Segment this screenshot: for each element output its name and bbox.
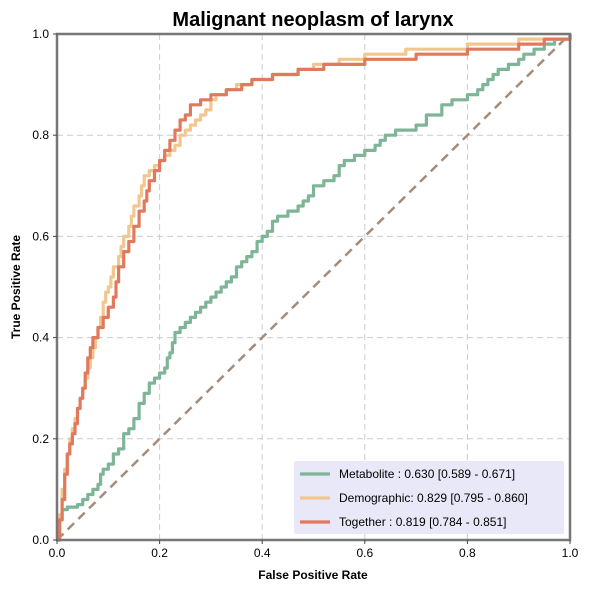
x-tick-label: 0.2 bbox=[151, 546, 168, 560]
y-tick-label: 0.2 bbox=[32, 432, 49, 446]
x-axis-ticks: 0.0 0.2 0.4 0.6 0.8 1.0 bbox=[49, 540, 579, 560]
legend-label-demographic: Demographic: 0.829 [0.795 - 0.860] bbox=[339, 491, 528, 505]
y-tick-label: 1.0 bbox=[32, 27, 49, 41]
legend: Metabolite : 0.630 [0.589 - 0.671] Demogr… bbox=[294, 461, 564, 534]
y-axis-label: True Positive Rate bbox=[9, 235, 23, 339]
series-line-metabolite bbox=[57, 34, 572, 542]
y-tick-label: 0.8 bbox=[32, 128, 49, 142]
x-tick-label: 1.0 bbox=[562, 546, 579, 560]
plot-frame bbox=[55, 32, 572, 542]
legend-label-together: Together : 0.819 [0.784 - 0.851] bbox=[339, 515, 506, 529]
x-tick-label: 0.0 bbox=[49, 546, 66, 560]
x-axis-label: False Positive Rate bbox=[258, 568, 368, 582]
reference-line-group bbox=[56, 33, 571, 541]
x-tick-label: 0.6 bbox=[356, 546, 373, 560]
legend-background bbox=[294, 461, 564, 534]
series-lines bbox=[57, 34, 572, 542]
legend-label-metabolite: Metabolite : 0.630 [0.589 - 0.671] bbox=[339, 467, 515, 481]
x-tick-label: 0.8 bbox=[459, 546, 476, 560]
grid-lines bbox=[57, 34, 570, 540]
reference-line bbox=[56, 33, 571, 541]
y-tick-label: 0.4 bbox=[32, 331, 49, 345]
y-axis-ticks: 0.0 0.2 0.4 0.6 0.8 1.0 bbox=[32, 27, 57, 547]
y-tick-label: 0.0 bbox=[32, 533, 49, 547]
chart-title: Malignant neoplasm of larynx bbox=[172, 9, 453, 31]
x-tick-label: 0.4 bbox=[254, 546, 271, 560]
y-tick-label: 0.6 bbox=[32, 229, 49, 243]
series-line-together bbox=[57, 34, 572, 542]
